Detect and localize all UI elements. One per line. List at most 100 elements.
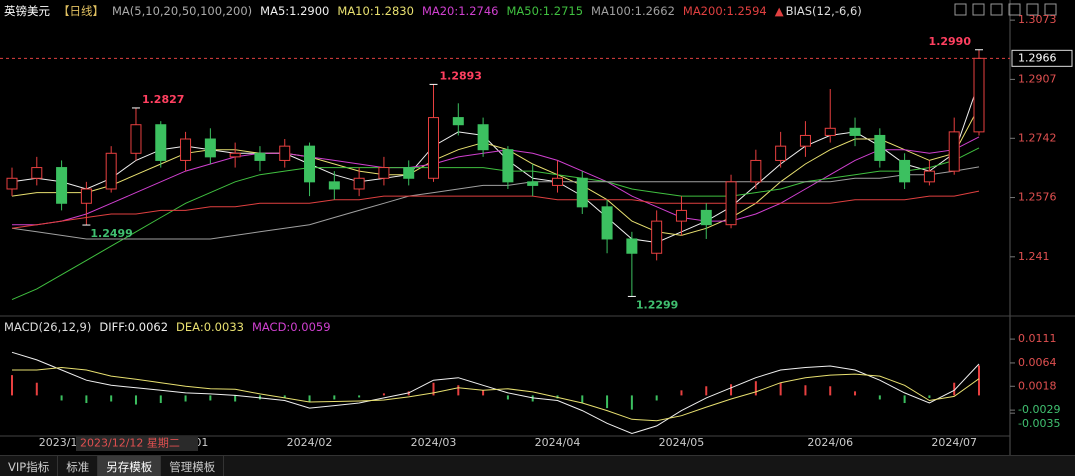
candle-body — [56, 167, 68, 204]
candle-body — [824, 127, 836, 136]
y-tick-label: -0.0029 — [1018, 403, 1060, 416]
macd-line — [12, 366, 980, 422]
candle-body — [180, 138, 192, 161]
candle-body — [849, 127, 861, 136]
bias-title: BIAS(12,-6,6) — [785, 4, 862, 18]
candle-body — [304, 145, 316, 183]
candle-body — [328, 181, 340, 190]
candle-body — [973, 57, 985, 133]
candle-body — [874, 134, 886, 161]
legend-entry: DIFF:0.0062 — [99, 320, 169, 334]
icon[interactable] — [972, 3, 985, 16]
legend-entry: MA50:1.2715 — [506, 4, 584, 18]
y-tick-label: 0.0111 — [1018, 332, 1057, 345]
icon[interactable] — [1044, 3, 1057, 16]
y-tick-label: 1.2907 — [1018, 72, 1057, 85]
candle-body — [799, 134, 811, 147]
high-label: 1.2893 — [440, 69, 482, 82]
main-legend: 英镑美元 【日线】 MA(5,10,20,50,100,200) MA5:1.2… — [4, 3, 862, 19]
x-tick-label: 2024/02 — [287, 436, 333, 449]
template-tabs: VIP指标 标准 另存模板 管理模板 — [0, 455, 1075, 476]
candle-body — [254, 152, 266, 161]
candle-body — [775, 145, 787, 161]
candle-body — [551, 177, 563, 186]
legend-entry: MA20:1.2746 — [421, 4, 499, 18]
candle-body — [601, 206, 613, 240]
candle-body — [155, 124, 167, 161]
last-price-box — [1011, 49, 1073, 67]
candle-body — [576, 177, 588, 208]
tooltip: 2023/12/12 星期二 — [80, 437, 180, 450]
symbol: 英镑美元 — [4, 4, 50, 18]
candle-body — [626, 238, 638, 254]
x-tick-label: 2024/06 — [807, 436, 853, 449]
low-label: 1.2299 — [636, 298, 678, 311]
candle-body — [452, 117, 464, 126]
tooltip-box — [76, 436, 198, 451]
candle-body — [130, 124, 142, 154]
ma-line — [11, 106, 980, 236]
candle-body — [700, 209, 712, 226]
x-tick-label: 2024/04 — [535, 436, 581, 449]
y-tick-label: 0.0018 — [1018, 379, 1057, 392]
candle-body — [527, 181, 539, 186]
candle-body — [80, 188, 92, 204]
candle-body — [725, 181, 737, 226]
macd-line — [11, 351, 980, 435]
last-price-label: 1.2966 — [1018, 51, 1057, 64]
high-label: 1.2990 — [929, 35, 972, 48]
tab[interactable]: 管理模板 — [161, 456, 225, 476]
candle-body — [204, 138, 216, 158]
candle-body — [105, 152, 117, 190]
tab[interactable]: 标准 — [58, 456, 99, 476]
window-icons[interactable] — [954, 3, 1057, 16]
x-tick-label: 2024/05 — [659, 436, 705, 449]
ma-line — [11, 190, 980, 229]
x-tick-label: 2023/12 — [39, 436, 85, 449]
candle-body — [750, 159, 762, 183]
candle-body — [31, 167, 43, 179]
y-tick-label: 1.241 — [1018, 250, 1050, 263]
ma-line — [11, 166, 980, 240]
y-tick-label: 1.3073 — [1018, 13, 1057, 26]
icon[interactable] — [990, 3, 1003, 16]
macd-legend: MACD(26,12,9) DIFF:0.0062 DEA:0.0033 MACD:… — [4, 320, 331, 334]
ma-line — [11, 147, 980, 301]
icon[interactable] — [1026, 3, 1039, 16]
tab[interactable]: 另存模板 — [98, 456, 162, 476]
candle-body — [675, 209, 687, 222]
period[interactable]: 【日线】 — [58, 4, 104, 18]
candle-body — [353, 177, 365, 190]
ma-title[interactable]: MA(5,10,20,50,100,200) — [112, 4, 253, 18]
icon[interactable] — [1008, 3, 1021, 16]
candle-body — [948, 131, 960, 172]
x-tick-label: 2024/03 — [411, 436, 457, 449]
macd-title: MACD(26,12,9) — [4, 320, 92, 334]
candle-body — [651, 220, 663, 254]
legend-entry: MACD:0.0059 — [251, 320, 331, 334]
legend-entry: MA10:1.2830 — [337, 4, 414, 18]
legend-entry: MA100:1.2662 — [591, 4, 675, 18]
tab[interactable]: VIP指标 — [0, 456, 59, 476]
low-label: 1.2499 — [90, 227, 132, 240]
y-tick-label: -0.0035 — [1018, 417, 1060, 430]
candle-body — [899, 159, 911, 183]
legend-entry: DEA:0.0033 — [176, 320, 244, 334]
candle-body — [229, 152, 241, 158]
candle-body — [378, 167, 390, 179]
candle-body — [477, 124, 489, 151]
y-tick-label: 1.2576 — [1018, 191, 1057, 204]
legend-entry: MA5:1.2900 — [260, 4, 330, 18]
icon[interactable] — [954, 3, 967, 16]
arrow-icon: ▲ — [774, 4, 784, 18]
candle-body — [923, 170, 935, 183]
y-tick-label: 1.2742 — [1018, 131, 1057, 144]
candle-body — [403, 167, 415, 179]
candle-body — [279, 145, 291, 161]
candle-body — [502, 149, 514, 183]
ma-line — [11, 81, 980, 244]
legend-entry: MA200:1.2594 — [682, 4, 767, 18]
x-tick-label: 2024/07 — [931, 436, 977, 449]
